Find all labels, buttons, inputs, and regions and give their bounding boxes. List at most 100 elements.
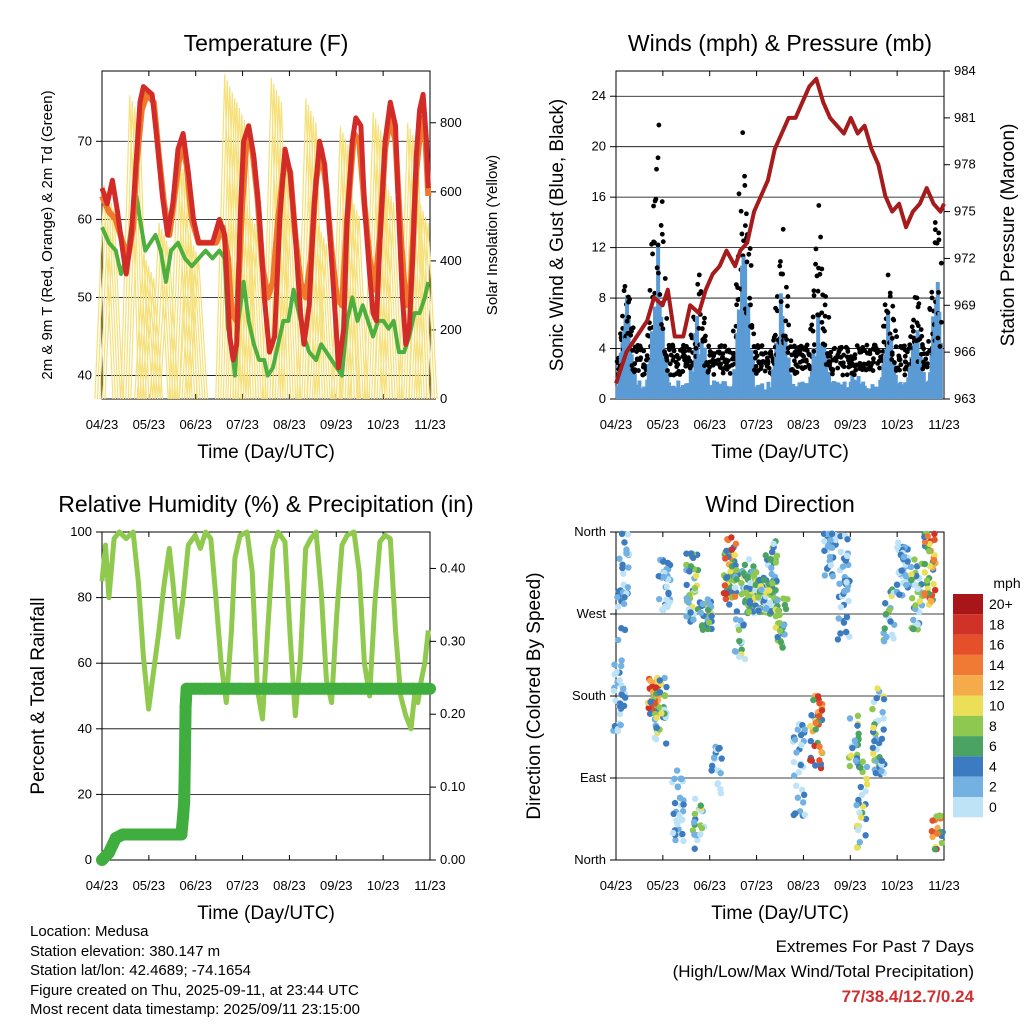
x-tick-label: 05/23 [647, 878, 680, 893]
gust-dot [903, 359, 909, 365]
direction-dot [912, 602, 919, 609]
direction-dot [880, 638, 888, 645]
direction-dot [716, 744, 723, 752]
direction-dot [841, 587, 848, 595]
x-tick-label: 07/23 [226, 417, 259, 432]
legend-label: 14 [989, 657, 1005, 673]
gust-dot [804, 342, 810, 348]
direction-dot [732, 562, 739, 569]
gust-dot [655, 242, 661, 248]
gust-dot [662, 276, 668, 281]
solar-trace [149, 222, 169, 400]
solar-trace [415, 216, 436, 400]
direction-dot [738, 646, 745, 653]
direction-dot [744, 573, 751, 580]
gust-dot [815, 288, 821, 294]
x-tick-label: 06/23 [693, 878, 726, 893]
direction-dot [895, 539, 902, 546]
direction-dot [614, 636, 622, 644]
gust-dot [871, 356, 876, 362]
gust-dot [684, 343, 689, 349]
gust-dot [742, 183, 748, 188]
direction-dot [807, 757, 814, 764]
direction-dot [663, 583, 670, 590]
direction-dot [784, 595, 791, 603]
solar-trace [418, 222, 438, 400]
gust-dot [747, 295, 753, 301]
direction-dot [620, 600, 628, 608]
direction-dot [794, 726, 801, 733]
direction-dot [880, 715, 887, 722]
gust-dot [641, 371, 647, 377]
direction-dot [820, 530, 828, 538]
direction-dot [923, 577, 931, 584]
direction-dot [790, 811, 797, 819]
direction-dot [750, 563, 757, 570]
gust-dot [665, 368, 670, 373]
gust-dot [667, 361, 673, 367]
direction-dot [853, 801, 860, 809]
direction-dot [683, 613, 690, 620]
gust-dot [687, 358, 693, 364]
gust-dot [927, 348, 932, 354]
gust-dot [882, 302, 888, 308]
gust-dot [885, 272, 891, 278]
x-tick-label: 11/23 [414, 878, 446, 893]
latlon-text: Station lat/lon: 42.4689; -74.1654 [30, 962, 252, 979]
direction-dot [653, 714, 660, 722]
direction-dot [824, 542, 832, 550]
direction-dot [880, 726, 887, 733]
direction-dot [790, 772, 798, 779]
direction-dot [834, 636, 842, 643]
gust-dot [659, 199, 665, 204]
gust-dot [702, 338, 708, 344]
y-tick-label: 12 [592, 240, 606, 255]
direction-dot [733, 566, 740, 574]
gust-dot [755, 343, 761, 348]
gust-dot [864, 342, 870, 348]
direction-dot [656, 595, 663, 603]
direction-dot [853, 844, 861, 851]
direction-dot [863, 763, 871, 771]
gust-dot [626, 314, 632, 320]
gust-dot [778, 259, 783, 264]
gust-dot [680, 369, 686, 374]
gust-dot [777, 263, 783, 269]
direction-dot [878, 768, 885, 775]
direction-dot [929, 833, 936, 841]
x-tick-label: 10/23 [881, 417, 914, 432]
gust-dot [890, 303, 896, 309]
solar-trace [242, 217, 262, 400]
direction-dot [616, 555, 623, 562]
gust-dot [811, 293, 817, 298]
gust-dot [926, 339, 931, 344]
direction-dot [722, 555, 729, 562]
pressure-series [614, 76, 946, 385]
gust-dot [825, 353, 831, 359]
direction-dot [708, 762, 716, 770]
x-tick-label: 05/23 [647, 417, 680, 432]
solar-trace [245, 223, 265, 400]
direction-dot [911, 556, 918, 563]
direction-dot [618, 662, 625, 670]
gust-dot [671, 348, 677, 354]
direction-dot [741, 561, 749, 569]
direction-dot [616, 677, 623, 684]
solar-trace [159, 246, 179, 400]
direction-dot [931, 530, 938, 538]
gust-dot [938, 260, 944, 266]
direction-dot [671, 775, 678, 783]
gust-dot [760, 359, 765, 365]
gust-dot [739, 231, 745, 237]
gust-dot [936, 290, 941, 295]
gust-dot [826, 314, 832, 320]
gust-dot [764, 355, 770, 361]
direction-dot [710, 754, 718, 761]
direction-dot [837, 548, 845, 556]
solar-trace [314, 237, 334, 400]
gust-dot [707, 364, 712, 370]
direction-dot [692, 572, 700, 580]
direction-dot [902, 572, 909, 579]
y-tick-label: 0.30 [440, 633, 465, 648]
